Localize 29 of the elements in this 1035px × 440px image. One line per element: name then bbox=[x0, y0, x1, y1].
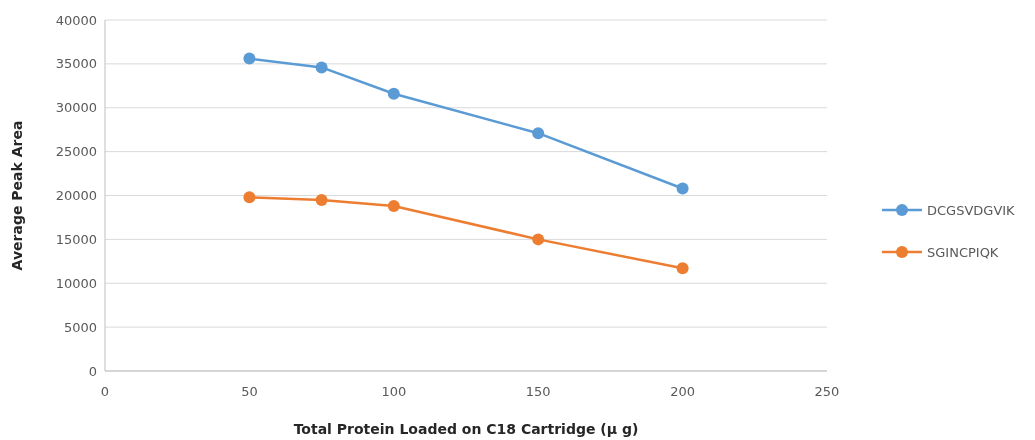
point bbox=[532, 233, 545, 246]
point bbox=[387, 200, 400, 213]
point bbox=[676, 182, 689, 195]
x-tick-label: 200 bbox=[670, 384, 696, 399]
point bbox=[315, 193, 328, 206]
y-tick-label: 40000 bbox=[55, 12, 97, 28]
point bbox=[387, 87, 400, 100]
y-tick-label: 5000 bbox=[63, 319, 97, 335]
x-tick-label: 50 bbox=[241, 384, 258, 399]
x-axis-title: Total Protein Loaded on C18 Cartridge (µ g) bbox=[293, 421, 639, 437]
y-tick-label: 35000 bbox=[55, 56, 97, 72]
x-tick-label: 0 bbox=[100, 384, 110, 399]
legend-label: SGINCPIQK bbox=[927, 244, 999, 260]
y-tick-label: 15000 bbox=[55, 231, 97, 247]
y-tick-label: 20000 bbox=[55, 188, 97, 204]
x-tick-label: 100 bbox=[381, 384, 407, 399]
y-axis-title: Average Peak Area bbox=[9, 120, 25, 271]
point bbox=[315, 61, 328, 74]
x-tick-label: 150 bbox=[525, 384, 551, 399]
y-tick-label: 25000 bbox=[55, 144, 97, 160]
x-tick-label: 250 bbox=[814, 384, 840, 399]
y-tick-label: 0 bbox=[88, 363, 97, 379]
legend-label: DCGSVDGVIK bbox=[927, 202, 1016, 218]
point bbox=[532, 127, 545, 140]
y-tick-label: 30000 bbox=[55, 100, 97, 116]
point bbox=[243, 52, 256, 65]
point bbox=[676, 262, 689, 275]
y-tick-label: 10000 bbox=[55, 275, 97, 291]
point bbox=[243, 191, 256, 204]
